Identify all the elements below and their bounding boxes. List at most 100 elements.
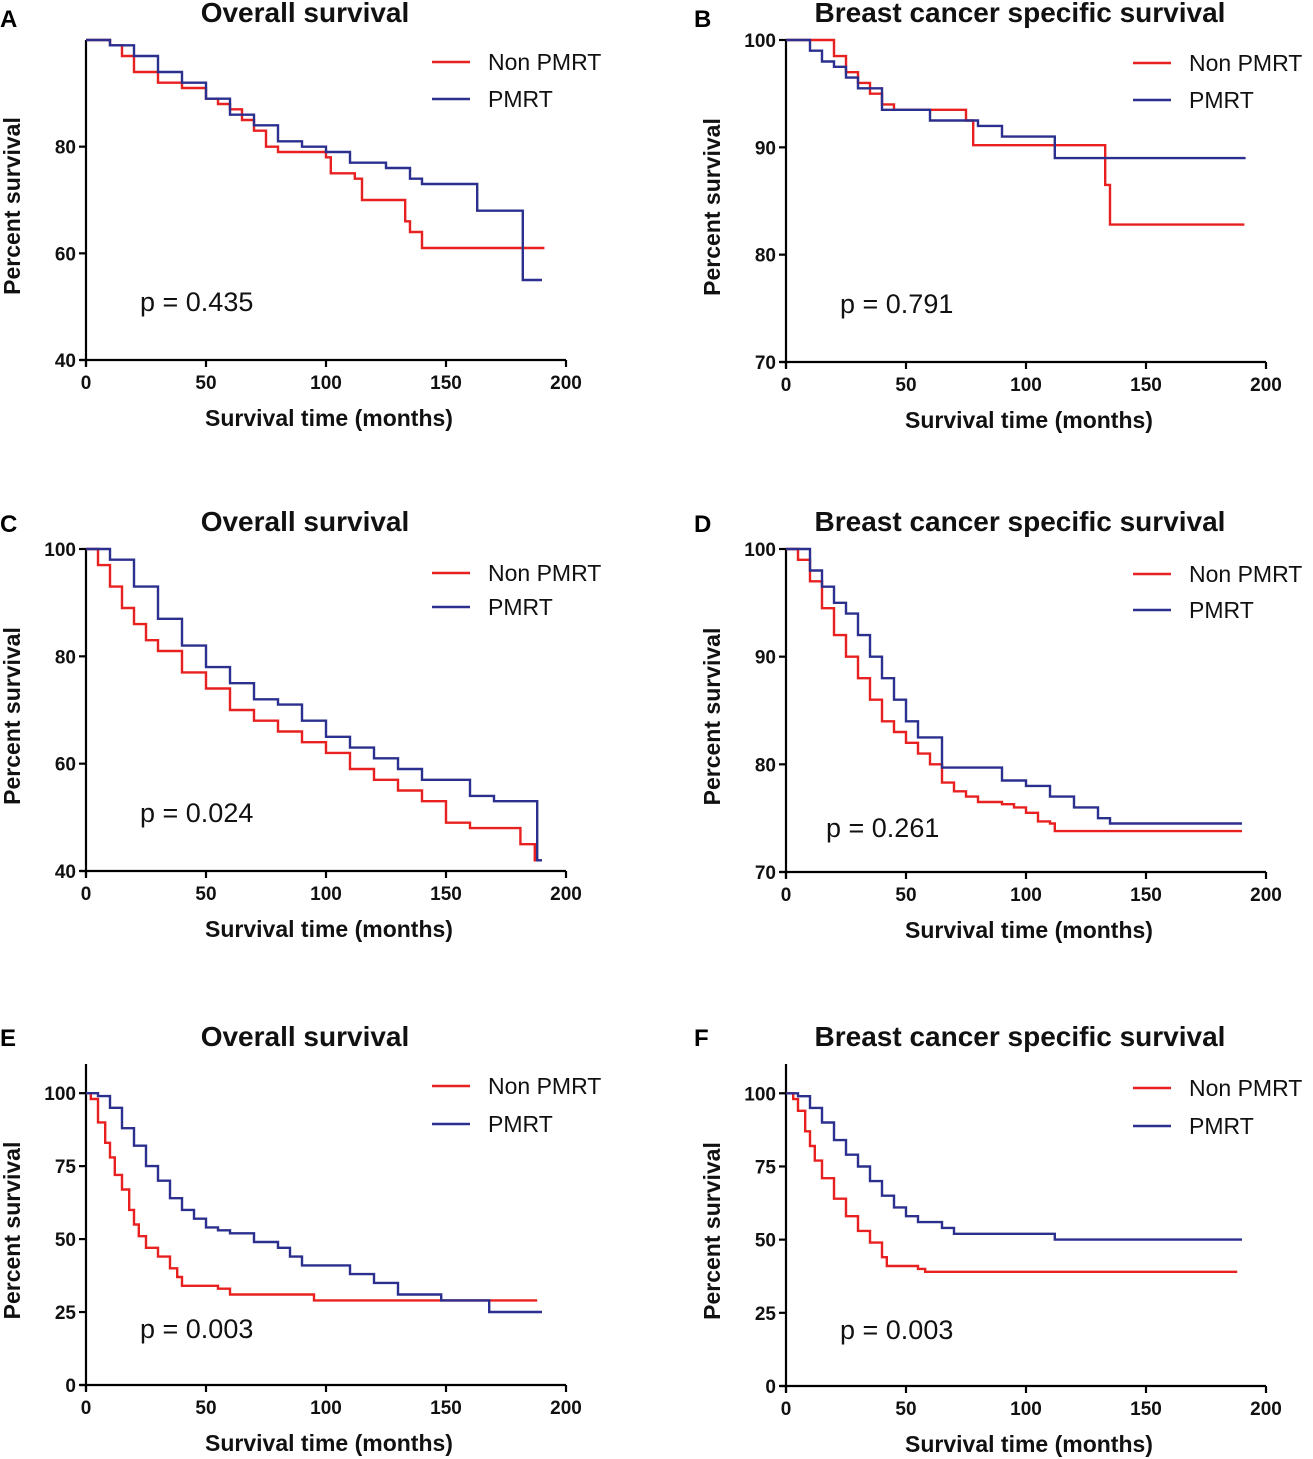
legend-label: Non PMRT <box>488 49 601 75</box>
y-tick-label: 70 <box>755 353 776 374</box>
x-tick-label: 50 <box>195 373 216 394</box>
p-value-annotation: p = 0.435 <box>140 287 253 317</box>
p-value-annotation: p = 0.003 <box>140 1314 253 1344</box>
panel-e: E Overall survival 0 50 100 150 200 0 25 50 75 100 S… <box>0 1021 601 1456</box>
x-tick-label: 100 <box>310 884 342 905</box>
panel-letter: F <box>694 1025 709 1052</box>
y-tick-label: 90 <box>755 648 776 669</box>
legend-label: PMRT <box>1189 1113 1254 1139</box>
legend-label: PMRT <box>1189 597 1254 623</box>
x-tick-label: 200 <box>550 373 582 394</box>
y-axis-label: Percent survival <box>699 118 725 296</box>
y-tick-label: 25 <box>755 1304 777 1325</box>
x-tick-label: 50 <box>895 885 916 906</box>
y-tick-label: 100 <box>744 540 776 561</box>
x-tick-label: 200 <box>1250 375 1282 396</box>
x-tick-label: 0 <box>781 1399 792 1420</box>
y-tick-label: 75 <box>55 1157 77 1178</box>
y-tick-label: 80 <box>755 755 776 776</box>
x-tick-label: 150 <box>430 884 462 905</box>
y-tick-label: 40 <box>55 862 76 883</box>
x-tick-label: 150 <box>1130 1399 1162 1420</box>
x-tick-label: 0 <box>781 375 792 396</box>
x-axis-label: Survival time (months) <box>205 405 453 431</box>
legend-label: PMRT <box>1189 87 1254 113</box>
y-tick-label: 80 <box>755 246 776 267</box>
panel-letter: E <box>0 1025 16 1052</box>
x-tick-label: 150 <box>430 373 462 394</box>
series-line-pmrt <box>86 1092 542 1314</box>
y-tick-label: 80 <box>55 138 76 159</box>
series-line-pmrt <box>786 547 1242 825</box>
legend-label: Non PMRT <box>488 560 601 586</box>
y-tick-label: 0 <box>65 1376 76 1397</box>
x-tick-label: 200 <box>550 1398 582 1419</box>
x-tick-label: 200 <box>1250 885 1282 906</box>
y-tick-label: 100 <box>744 31 776 52</box>
x-tick-label: 0 <box>81 1398 92 1419</box>
x-tick-label: 200 <box>550 884 582 905</box>
series-line-pmrt <box>86 547 542 862</box>
y-tick-label: 50 <box>755 1231 776 1252</box>
legend-label: Non PMRT <box>1189 561 1302 587</box>
y-tick-label: 100 <box>44 1084 76 1105</box>
x-tick-label: 50 <box>195 884 216 905</box>
x-axis-label: Survival time (months) <box>205 916 453 942</box>
y-axis-label: Percent survival <box>699 628 725 806</box>
series-line-pmrt <box>786 38 1246 160</box>
chart-title: Breast cancer specific survival <box>815 506 1226 537</box>
y-axis-label: Percent survival <box>0 117 25 295</box>
series-line-pmrt <box>86 38 542 282</box>
chart-title: Breast cancer specific survival <box>815 1021 1226 1052</box>
panel-f: F Breast cancer specific survival 0 50 100 15… <box>694 1021 1302 1457</box>
x-tick-label: 150 <box>430 1398 462 1419</box>
p-value-annotation: p = 0.791 <box>840 289 953 319</box>
x-tick-label: 0 <box>781 885 792 906</box>
chart-title: Breast cancer specific survival <box>815 0 1226 28</box>
legend-label: Non PMRT <box>1189 50 1302 76</box>
p-value-annotation: p = 0.261 <box>826 813 939 843</box>
y-tick-label: 0 <box>765 1377 776 1398</box>
chart-title: Overall survival <box>201 506 410 537</box>
chart-title: Overall survival <box>201 0 410 28</box>
y-axis-label: Percent survival <box>699 1142 725 1320</box>
x-tick-label: 150 <box>1130 885 1162 906</box>
x-tick-label: 0 <box>81 884 92 905</box>
series-line-non-pmrt <box>786 547 1242 833</box>
y-tick-label: 100 <box>44 540 76 561</box>
panel-d: D Breast cancer specific survival 0 50 100 15… <box>694 506 1302 943</box>
y-tick-label: 40 <box>55 351 76 372</box>
series-line-non-pmrt <box>86 38 545 250</box>
x-tick-label: 50 <box>895 1399 916 1420</box>
y-tick-label: 25 <box>55 1303 77 1324</box>
series-line-non-pmrt <box>86 547 540 862</box>
legend-label: PMRT <box>488 86 553 112</box>
series-line-pmrt <box>786 1092 1242 1241</box>
x-tick-label: 200 <box>1250 1399 1282 1420</box>
x-axis-label: Survival time (months) <box>905 1431 1153 1457</box>
legend-label: Non PMRT <box>1189 1075 1302 1101</box>
y-tick-label: 60 <box>55 244 76 265</box>
y-tick-label: 60 <box>55 755 76 776</box>
y-tick-label: 80 <box>55 647 76 668</box>
x-axis-label: Survival time (months) <box>905 407 1153 433</box>
chart-title: Overall survival <box>201 1021 410 1052</box>
legend-label: PMRT <box>488 1111 553 1137</box>
x-tick-label: 0 <box>81 373 92 394</box>
panel-a: A Overall survival 0 50 100 150 200 40 60 80 Survi… <box>0 0 601 431</box>
y-tick-label: 75 <box>755 1157 777 1178</box>
y-tick-label: 100 <box>744 1084 776 1105</box>
x-tick-label: 100 <box>310 373 342 394</box>
series-line-non-pmrt <box>86 1092 538 1302</box>
panel-b: B Breast cancer specific survival 0 50 100 15… <box>694 0 1302 433</box>
x-tick-label: 50 <box>895 375 916 396</box>
p-value-annotation: p = 0.024 <box>140 798 253 828</box>
x-tick-label: 50 <box>195 1398 216 1419</box>
series-line-non-pmrt <box>786 1092 1238 1273</box>
y-axis-label: Percent survival <box>0 1142 25 1320</box>
y-tick-label: 90 <box>755 138 776 159</box>
legend-label: PMRT <box>488 594 553 620</box>
x-tick-label: 150 <box>1130 375 1162 396</box>
x-axis-label: Survival time (months) <box>205 1430 453 1456</box>
y-tick-label: 50 <box>55 1230 76 1251</box>
